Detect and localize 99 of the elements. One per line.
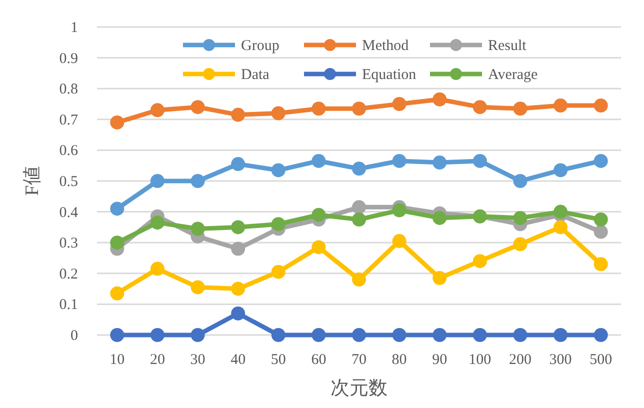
point bbox=[312, 102, 326, 116]
point bbox=[150, 328, 164, 342]
y-tick-label: 0.7 bbox=[59, 112, 78, 128]
x-tick-label: 90 bbox=[432, 352, 448, 368]
x-tick-label: 200 bbox=[508, 352, 532, 368]
point bbox=[150, 174, 164, 188]
point bbox=[513, 210, 528, 225]
x-tick-label: 500 bbox=[590, 352, 612, 368]
point bbox=[472, 328, 487, 342]
point bbox=[554, 163, 568, 178]
x-tick-label: 20 bbox=[150, 352, 165, 368]
legend-label: Result bbox=[488, 38, 528, 54]
point bbox=[352, 102, 366, 116]
y-axis-title: F値 bbox=[22, 166, 43, 196]
point bbox=[190, 174, 205, 188]
x-tick-label: 60 bbox=[311, 352, 326, 368]
legend-label: Equation bbox=[362, 67, 417, 83]
point bbox=[352, 272, 366, 287]
point bbox=[190, 280, 205, 294]
point bbox=[432, 210, 447, 225]
legend-label: Average bbox=[488, 67, 538, 83]
point bbox=[150, 216, 164, 230]
point bbox=[352, 162, 366, 176]
point bbox=[392, 97, 406, 111]
x-tick-label: 50 bbox=[270, 352, 286, 368]
y-tick-label: 1 bbox=[70, 20, 78, 36]
x-tick-label: 40 bbox=[230, 352, 246, 368]
point bbox=[594, 212, 608, 226]
x-tick-label: 100 bbox=[468, 352, 492, 368]
point bbox=[231, 242, 246, 256]
point bbox=[352, 328, 366, 342]
point bbox=[594, 257, 608, 272]
point bbox=[150, 262, 164, 276]
y-tick-label: 0.8 bbox=[59, 82, 78, 98]
x-tick-label: 70 bbox=[352, 352, 366, 368]
point bbox=[271, 217, 286, 232]
x-tick-label: 10 bbox=[110, 352, 125, 368]
point bbox=[110, 202, 124, 216]
point bbox=[110, 115, 124, 130]
point bbox=[472, 154, 487, 168]
point bbox=[432, 271, 447, 286]
x-tick-label: 30 bbox=[190, 352, 206, 368]
y-tick-label: 0 bbox=[70, 328, 78, 344]
point bbox=[392, 234, 406, 248]
point bbox=[513, 237, 528, 252]
point bbox=[231, 157, 246, 172]
point bbox=[312, 328, 326, 342]
point bbox=[271, 106, 286, 120]
point bbox=[554, 204, 568, 219]
point bbox=[110, 236, 124, 250]
legend-label: Method bbox=[362, 38, 410, 54]
point bbox=[513, 174, 528, 188]
point bbox=[432, 156, 447, 170]
x-axis-title: 次元数 bbox=[330, 378, 388, 399]
point bbox=[110, 286, 124, 300]
point bbox=[271, 264, 286, 279]
y-tick-label: 0.2 bbox=[59, 266, 78, 282]
point bbox=[150, 103, 164, 118]
legend-label: Group bbox=[241, 38, 280, 54]
point bbox=[312, 154, 326, 168]
point bbox=[231, 306, 246, 320]
point bbox=[312, 240, 326, 254]
point bbox=[513, 328, 528, 342]
point bbox=[554, 98, 568, 113]
point bbox=[594, 224, 608, 239]
point bbox=[392, 328, 406, 342]
x-tick-label: 80 bbox=[392, 352, 407, 368]
point bbox=[432, 92, 447, 106]
point bbox=[594, 98, 608, 113]
point bbox=[312, 208, 326, 222]
point bbox=[472, 100, 487, 114]
y-tick-label: 0.3 bbox=[59, 236, 78, 252]
point bbox=[231, 282, 246, 296]
legend-label: Data bbox=[241, 67, 270, 83]
y-tick-label: 0.1 bbox=[59, 297, 78, 314]
point bbox=[432, 328, 447, 342]
point bbox=[271, 163, 286, 178]
point bbox=[392, 203, 406, 218]
point bbox=[513, 102, 528, 116]
point bbox=[231, 108, 246, 122]
point bbox=[472, 254, 487, 268]
point bbox=[352, 200, 366, 214]
point bbox=[190, 328, 205, 342]
point bbox=[110, 328, 124, 342]
y-tick-label: 0.6 bbox=[59, 143, 78, 160]
point bbox=[594, 328, 608, 342]
point bbox=[190, 100, 205, 114]
point bbox=[554, 220, 568, 234]
point bbox=[231, 220, 246, 234]
x-tick-label: 300 bbox=[549, 352, 572, 368]
y-tick-label: 0.9 bbox=[59, 50, 78, 67]
point bbox=[352, 212, 366, 226]
point bbox=[271, 328, 286, 342]
y-tick-label: 0.4 bbox=[59, 204, 78, 221]
y-tick-label: 0.5 bbox=[59, 174, 78, 190]
point bbox=[554, 328, 568, 342]
point bbox=[392, 154, 406, 168]
point bbox=[190, 222, 205, 236]
point bbox=[594, 154, 608, 168]
